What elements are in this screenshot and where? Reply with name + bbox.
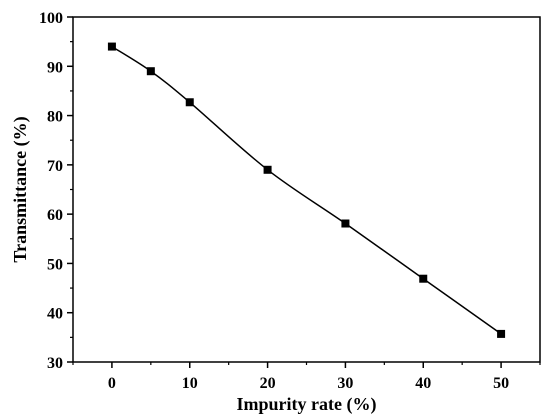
- x-tick-label: 10: [182, 375, 198, 392]
- plot-frame: [72, 16, 541, 363]
- y-tick-label: 100: [39, 10, 63, 27]
- x-tick-label: 40: [415, 375, 431, 392]
- y-tick-label: 50: [47, 256, 63, 273]
- data-point-marker: [263, 165, 272, 174]
- data-point-marker: [419, 274, 428, 283]
- data-point-marker: [341, 219, 350, 228]
- series-line: [111, 45, 502, 335]
- data-point-marker: [185, 98, 194, 107]
- series-layer: [107, 42, 506, 338]
- x-tick-label: 20: [260, 375, 276, 392]
- y-tick-label: 90: [47, 59, 63, 76]
- data-point-marker: [107, 42, 116, 51]
- data-point-marker: [146, 67, 155, 76]
- x-tick-label: 30: [337, 375, 353, 392]
- tick-labels: 0 10 20 30 40 50 30 40 50 60 70 80 90 100: [39, 10, 509, 392]
- axis-ticks: [67, 16, 541, 368]
- y-tick-label: 70: [47, 158, 63, 175]
- y-tick-label: 80: [47, 109, 63, 126]
- y-tick-label: 40: [47, 306, 63, 323]
- data-point-marker: [497, 329, 506, 338]
- y-tick-label: 60: [47, 207, 63, 224]
- x-axis-label: Impurity rate (%): [237, 394, 377, 415]
- x-tick-label: 50: [493, 375, 509, 392]
- axes-frame: [72, 16, 541, 363]
- y-tick-label: 30: [47, 355, 63, 372]
- x-tick-label: 0: [108, 375, 116, 392]
- y-axis-label: Transmittance (%): [10, 116, 31, 262]
